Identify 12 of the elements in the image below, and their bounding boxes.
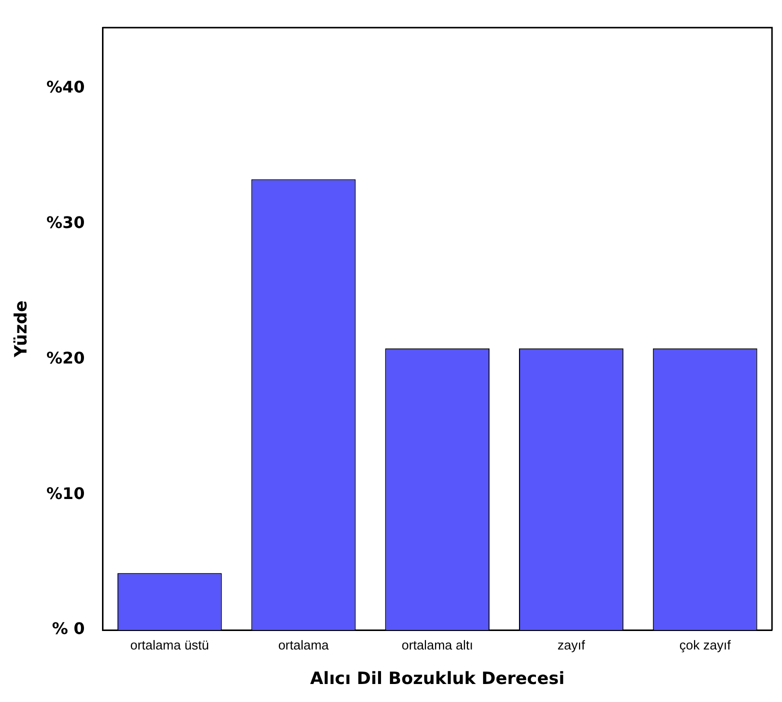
y-tick-label: %30: [46, 213, 85, 232]
x-tick-label: ortalama: [278, 637, 330, 652]
x-axis-title: Alıcı Dil Bozukluk Derecesi: [310, 669, 565, 690]
x-tick-label: ortalama üstü: [130, 637, 210, 652]
y-tick-label: %20: [46, 348, 85, 368]
x-tick-label: ortalama altı: [402, 637, 474, 652]
y-tick-label: % 0: [52, 619, 85, 638]
y-tick-label: %40: [46, 78, 85, 97]
x-tick-label: çok zayıf: [679, 637, 732, 652]
y-tick-label: %10: [46, 484, 85, 503]
y-axis-title: Yüzde: [12, 300, 32, 358]
x-tick-label: zayıf: [557, 637, 586, 652]
